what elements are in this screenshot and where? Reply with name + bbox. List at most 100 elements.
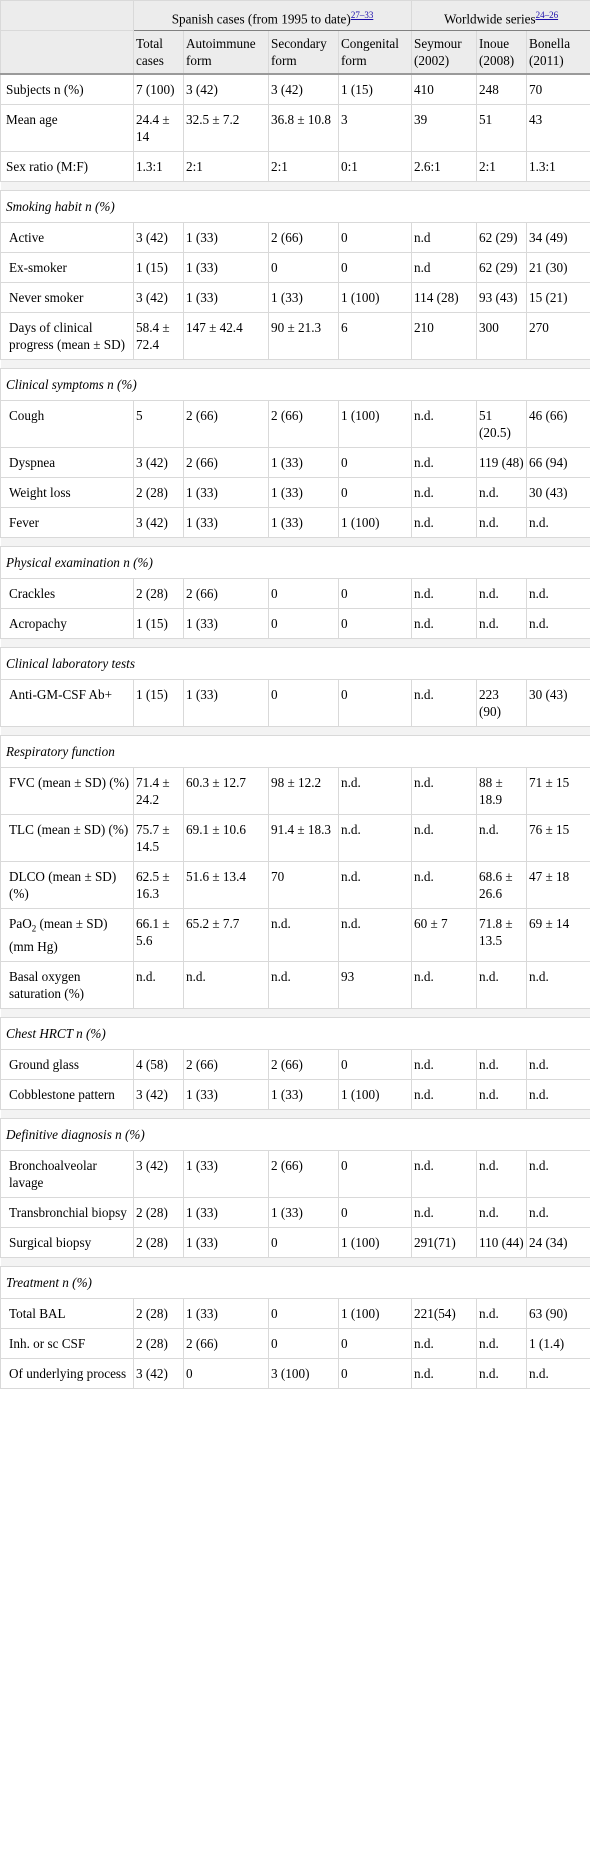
table-cell: n.d.: [411, 578, 478, 610]
table-cell: n.d.: [526, 608, 590, 640]
table-cell: n.d: [411, 252, 478, 284]
table-cell: 0: [337, 1150, 413, 1199]
table-cell: 1 (15): [133, 608, 184, 640]
table-row: PaO2 (mean ± SD) (mm Hg) 66.1 ± 5.6 65.2 ±…: [0, 908, 590, 963]
row-label: Inh. or sc CSF: [0, 1328, 134, 1360]
table-cell: 1 (33): [183, 608, 269, 640]
table-cell: n.d.: [411, 1049, 478, 1081]
table-cell: 68.6 ± 26.6: [476, 861, 528, 910]
table-cell: 60.3 ± 12.7: [183, 767, 269, 816]
table-cell: n.d.: [411, 608, 478, 640]
table-cell: n.d.: [476, 1079, 528, 1111]
column-header: Seymour (2002): [411, 30, 478, 76]
section-title: Clinical symptoms n (%): [0, 368, 590, 402]
table-row: Surgical biopsy 2 (28) 1 (33) 0 1 (100) 291(7…: [0, 1227, 590, 1259]
table-cell: 1 (33): [183, 222, 269, 254]
header-group-spanish-label: Spanish cases (from 1995 to date): [171, 11, 351, 27]
table-cell: n.d.: [526, 578, 590, 610]
row-label: PaO2 (mean ± SD) (mm Hg): [0, 908, 134, 963]
table-cell: n.d.: [476, 1197, 528, 1229]
section-title: Physical examination n (%): [0, 546, 590, 580]
table-cell: 0: [337, 1358, 413, 1390]
table-cell: n.d.: [133, 961, 184, 1010]
table-cell: 36.8 ± 10.8: [268, 104, 339, 153]
table-cell: 69 ± 14: [526, 908, 590, 963]
table-cell: 1 (100): [337, 1227, 413, 1259]
table-cell: 76 ± 15: [526, 814, 590, 863]
table-cell: 0: [337, 1197, 413, 1229]
section-title: Smoking habit n (%): [0, 190, 590, 224]
section-header-row: Clinical symptoms n (%): [0, 368, 590, 402]
table-cell: 147 ± 42.4: [183, 312, 269, 361]
section-divider: [0, 1109, 590, 1120]
table-cell: 30 (43): [526, 477, 590, 509]
table-cell: 119 (48): [476, 447, 528, 479]
row-label: Ground glass: [0, 1049, 134, 1081]
table-cell: 34 (49): [526, 222, 590, 254]
section-header-row: Treatment n (%): [0, 1266, 590, 1300]
section-header-row: Physical examination n (%): [0, 546, 590, 580]
section-divider: [0, 638, 590, 649]
table-cell: 410: [411, 73, 478, 106]
table-cell: 93: [337, 961, 413, 1010]
table-row: Subjects n (%) 7 (100) 3 (42) 3 (42) 1 (15) 4…: [0, 73, 590, 106]
table-cell: 270: [526, 312, 590, 361]
table-cell: 2:1: [183, 151, 269, 183]
table-cell: 2 (66): [268, 222, 339, 254]
table-cell: 91.4 ± 18.3: [268, 814, 339, 863]
table-cell: 0: [268, 679, 339, 728]
section-divider: [0, 359, 590, 370]
reference-link[interactable]: 27–33: [350, 10, 374, 20]
row-label: Subjects n (%): [0, 73, 134, 106]
table-cell: 39: [411, 104, 478, 153]
table-cell: 1 (33): [268, 1197, 339, 1229]
table-cell: 0: [337, 252, 413, 284]
table-row: Days of clinical progress (mean ± SD) 58.…: [0, 312, 590, 361]
table-cell: n.d.: [476, 1049, 528, 1081]
table-cell: n.d.: [411, 679, 478, 728]
header-column-row: Total cases Autoimmune form Secondary fo…: [0, 30, 590, 76]
table-cell: 0: [337, 477, 413, 509]
table-cell: 3 (42): [133, 1150, 184, 1199]
table-row: Inh. or sc CSF 2 (28) 2 (66) 0 0 n.d. n.d. 1 (1…: [0, 1328, 590, 1360]
row-label-subscript: 2: [31, 924, 37, 935]
table-cell: n.d.: [411, 814, 478, 863]
table-cell: 2 (66): [183, 578, 269, 610]
table-cell: 0: [337, 1049, 413, 1081]
section-title: Clinical laboratory tests: [0, 647, 590, 681]
table-cell: n.d.: [476, 1298, 528, 1330]
table-cell: 6: [337, 312, 413, 361]
table-row: Never smoker 3 (42) 1 (33) 1 (33) 1 (100) 114…: [0, 282, 590, 314]
table-cell: 2 (66): [183, 1049, 269, 1081]
table-cell: 69.1 ± 10.6: [183, 814, 269, 863]
table-cell: 223 (90): [476, 679, 528, 728]
table-row: Ground glass 4 (58) 2 (66) 2 (66) 0 n.d. n.d. n…: [0, 1049, 590, 1081]
table-cell: 4 (58): [133, 1049, 184, 1081]
table-cell: 291(71): [411, 1227, 478, 1259]
row-label: Cough: [0, 400, 134, 449]
table-cell: 0: [183, 1358, 269, 1390]
section-divider: [0, 1257, 590, 1268]
row-label: Never smoker: [0, 282, 134, 314]
table-cell: 1 (33): [268, 447, 339, 479]
header-corner-cell: [0, 30, 134, 76]
table-cell: 0: [268, 1328, 339, 1360]
table-row: Fever 3 (42) 1 (33) 1 (33) 1 (100) n.d. n.d. n.…: [0, 507, 590, 539]
table-cell: 221(54): [411, 1298, 478, 1330]
table-cell: 0: [337, 578, 413, 610]
table-cell: 1 (33): [183, 679, 269, 728]
table-cell: n.d.: [411, 961, 478, 1010]
table-cell: n.d.: [526, 1079, 590, 1111]
section-header-row: Respiratory function: [0, 735, 590, 769]
table-cell: 62.5 ± 16.3: [133, 861, 184, 910]
table-cell: 90 ± 21.3: [268, 312, 339, 361]
table-cell: 2 (28): [133, 1328, 184, 1360]
table-row: Anti-GM-CSF Ab+ 1 (15) 1 (33) 0 0 n.d. 223 (90…: [0, 679, 590, 728]
column-header: Total cases: [133, 30, 184, 76]
section-divider: [0, 181, 590, 192]
table-cell: 88 ± 18.9: [476, 767, 528, 816]
table-body: Subjects n (%) 7 (100) 3 (42) 3 (42) 1 (15) 4…: [0, 73, 590, 1390]
table-cell: 51 (20.5): [476, 400, 528, 449]
table-cell: 1 (33): [268, 1079, 339, 1111]
reference-link[interactable]: 24–26: [535, 10, 559, 20]
